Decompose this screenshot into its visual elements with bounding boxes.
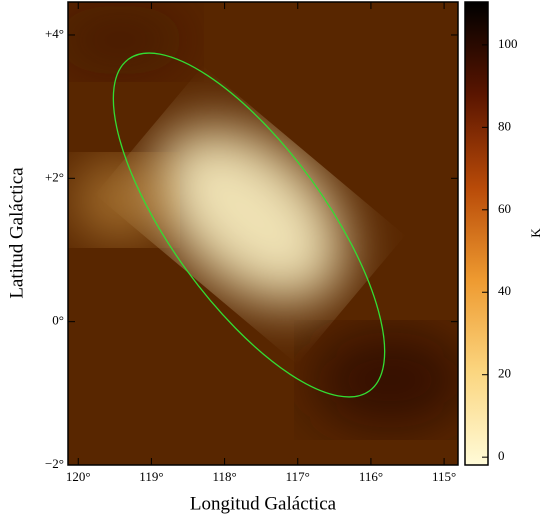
x-tick-label: 115° [432,469,456,484]
y-tick-label: +2° [45,169,64,184]
colorbar-label: K [528,228,543,238]
plot-frame [67,1,459,466]
x-tick-label: 117° [286,469,310,484]
map-image [68,2,458,465]
colorbar-tick-label: 0 [498,448,505,463]
colorbar-tick-label: 100 [498,36,518,51]
x-tick-label: 118° [212,469,236,484]
colorbar [464,1,489,466]
colorbar-tick-label: 60 [498,201,511,216]
colorbar-tick-label: 20 [498,366,511,381]
region-ellipse [112,52,386,398]
y-axis-label: Latitud Galáctica [6,167,27,299]
x-axis-label: Longitud Galáctica [190,493,337,514]
colorbar-tick-label: 80 [498,118,511,133]
y-tick-label: −2° [45,456,64,471]
x-tick-label: 116° [359,469,383,484]
x-tick-label: 119° [139,469,163,484]
y-tick-label: 0° [52,313,64,328]
colorbar-tick-label: 40 [498,283,511,298]
y-tick-label: +4° [45,26,64,41]
x-tick-label: 120° [66,469,91,484]
